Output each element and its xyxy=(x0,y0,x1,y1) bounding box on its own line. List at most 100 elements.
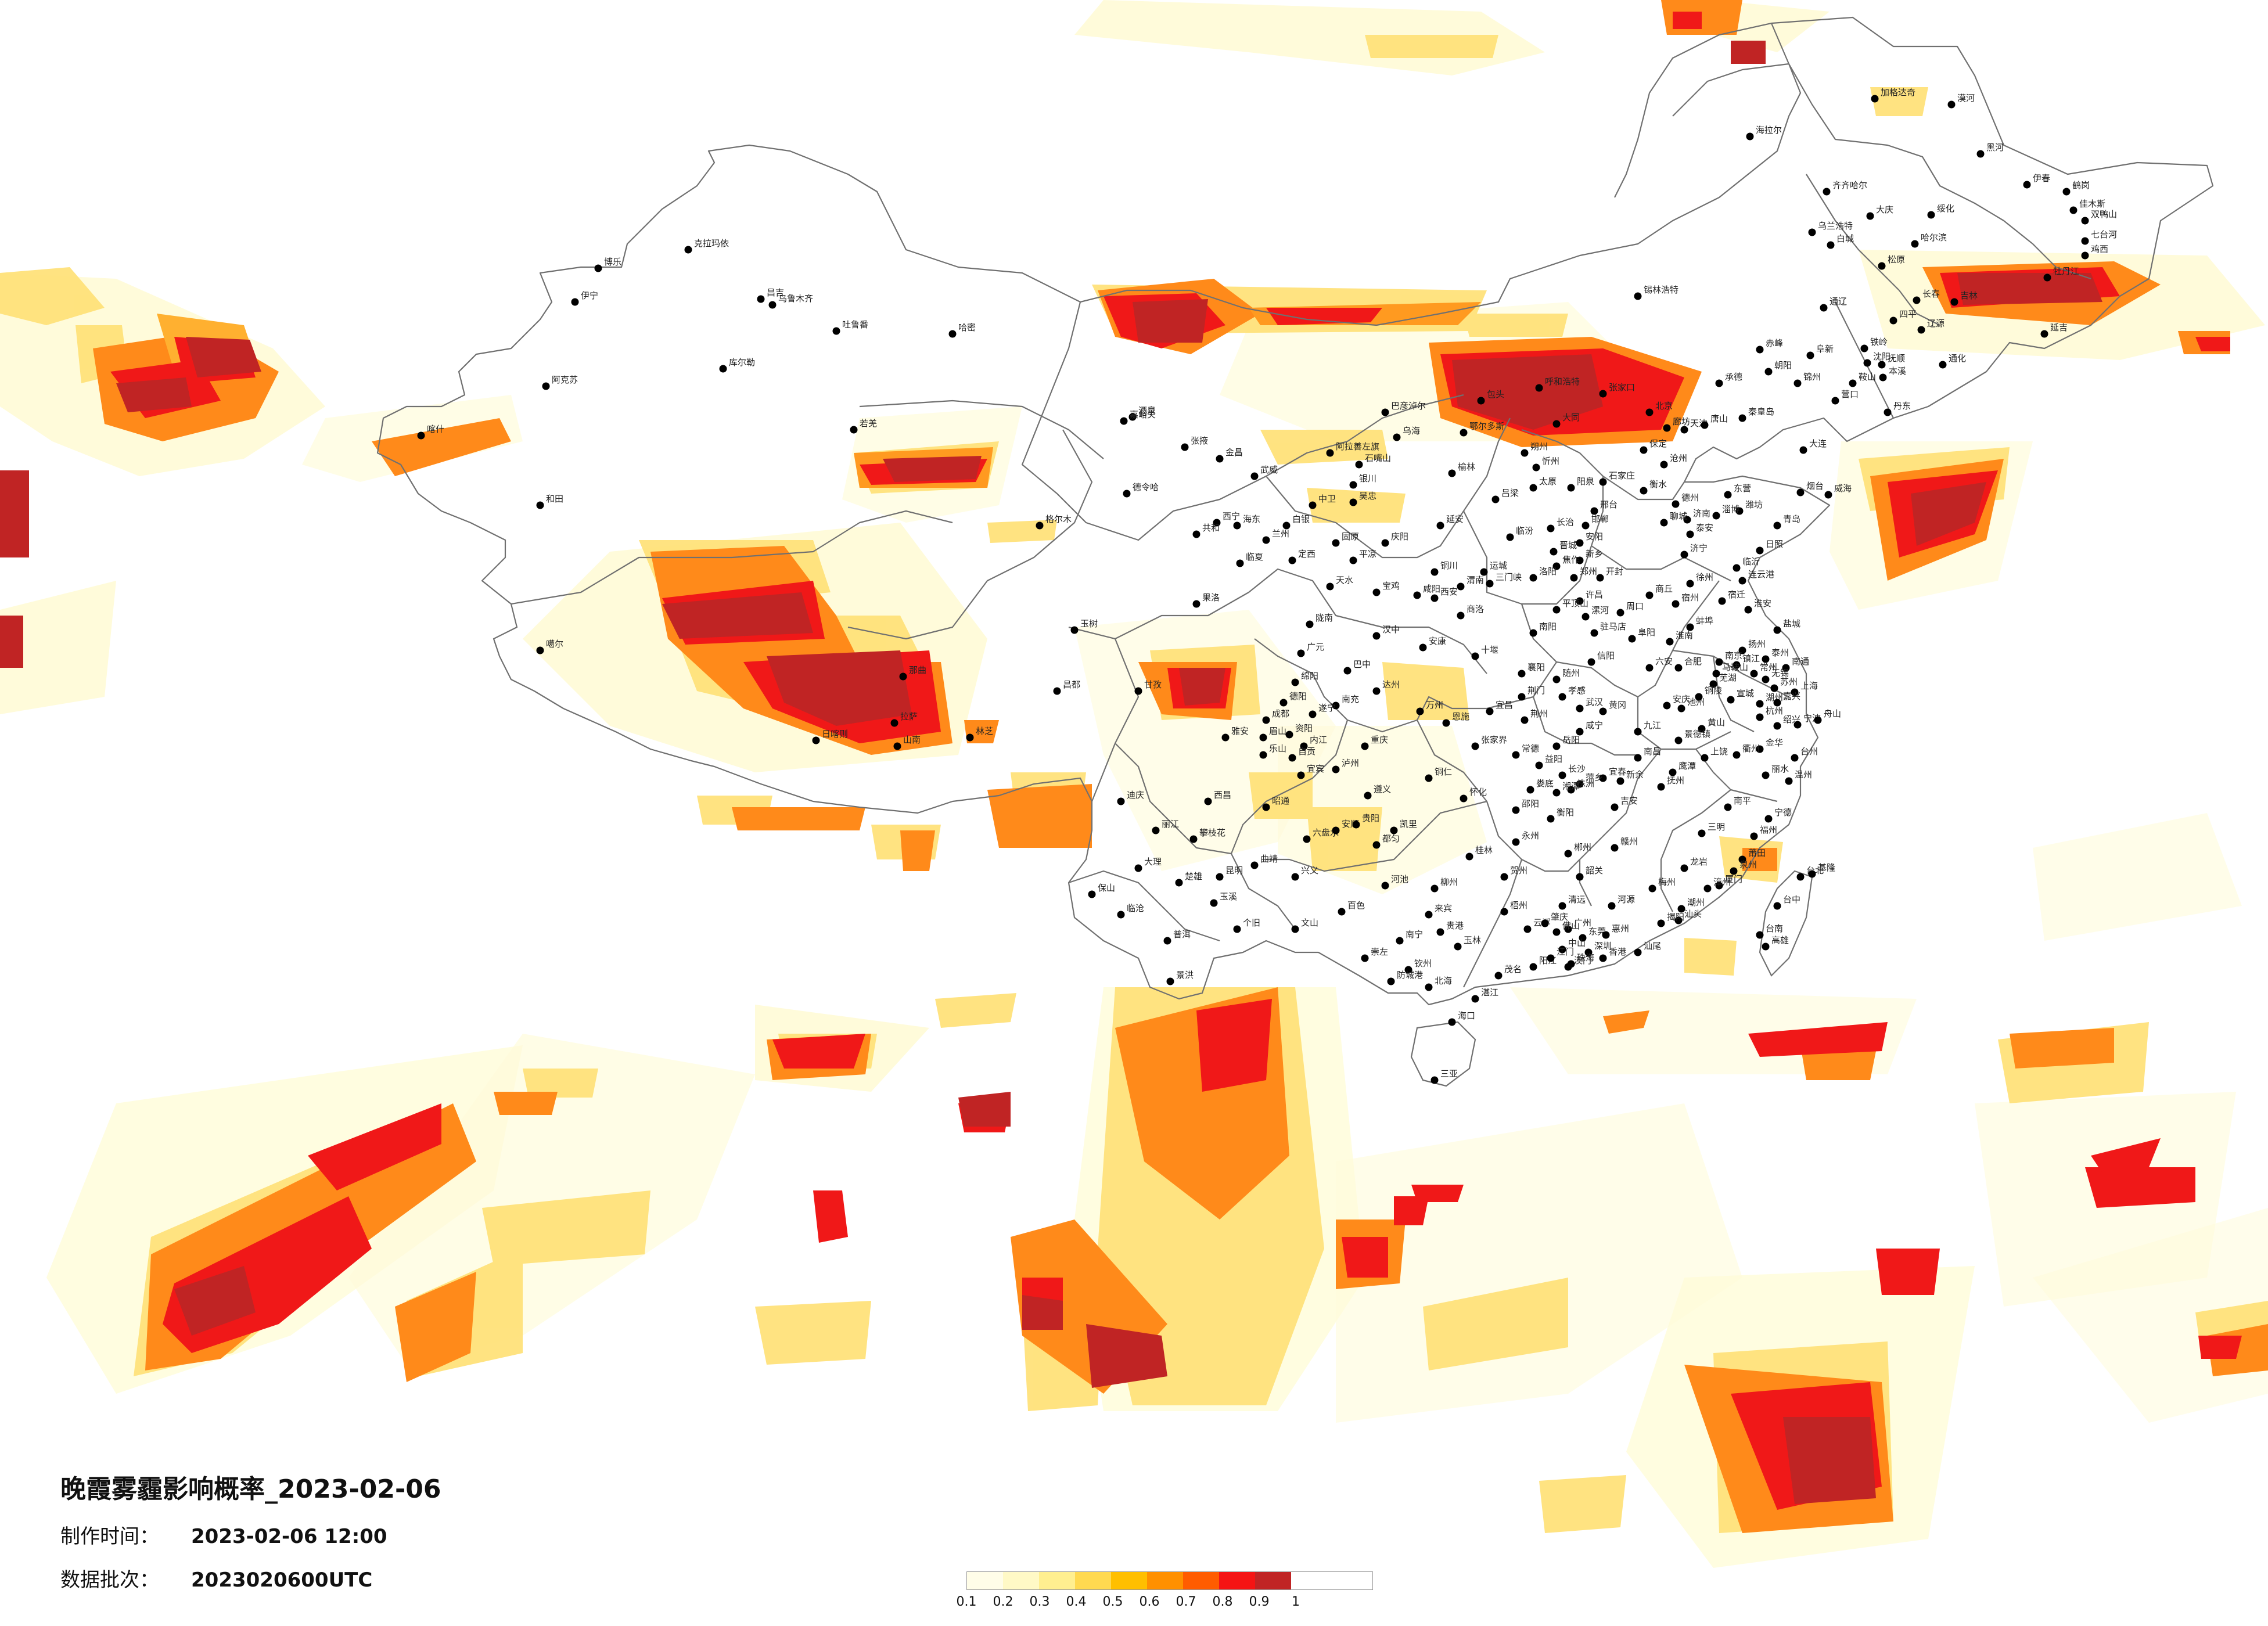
city-dot xyxy=(1587,658,1595,666)
city-dot xyxy=(1773,722,1781,730)
city-label: 大庆 xyxy=(1876,204,1893,215)
city-dot xyxy=(594,264,602,272)
city-label: 自贡 xyxy=(1298,746,1315,757)
city-marker: 临沂 xyxy=(1733,556,1760,572)
color-legend: 0.1 0.2 0.3 0.4 0.5 0.6 0.7 0.8 0.9 1 xyxy=(957,1571,1373,1612)
city-dot xyxy=(1213,519,1221,527)
city-label: 白银 xyxy=(1292,514,1310,524)
city-label: 牡丹江 xyxy=(2053,266,2079,276)
city-marker: 内江 xyxy=(1300,735,1327,750)
city-dot xyxy=(1764,815,1773,823)
city-label: 萍乡 xyxy=(1586,772,1603,783)
city-dot xyxy=(1796,873,1805,881)
city-label: 博乐 xyxy=(604,257,621,267)
city-dot xyxy=(768,301,777,309)
city-dot xyxy=(1288,556,1296,564)
city-dot xyxy=(1878,262,1886,270)
city-dot xyxy=(1599,478,1607,486)
city-marker: 淮南 xyxy=(1666,630,1693,646)
city-dot xyxy=(1712,670,1720,678)
city-dot xyxy=(1889,316,1897,325)
city-label: 宜春 xyxy=(1609,767,1626,777)
city-label: 大连 xyxy=(1809,438,1827,449)
city-label: 吕梁 xyxy=(1501,488,1519,498)
city-dot xyxy=(1599,390,1607,398)
city-dot xyxy=(1680,426,1688,434)
city-marker: 沈阳 xyxy=(1863,351,1890,367)
city-dot xyxy=(1436,928,1444,936)
city-label: 赤峰 xyxy=(1766,338,1783,348)
city-dot xyxy=(1680,864,1688,872)
city-marker: 兴义 xyxy=(1291,865,1318,881)
city-marker: 宜春 xyxy=(1599,767,1626,782)
city-label: 长沙 xyxy=(1568,764,1586,774)
city-dot xyxy=(1128,413,1137,421)
city-label: 巴彦淖尔 xyxy=(1391,401,1426,411)
city-label: 张家口 xyxy=(1609,382,1635,393)
city-marker: 徐州 xyxy=(1686,572,1713,588)
city-marker: 白城 xyxy=(1827,233,1854,249)
city-label: 西安 xyxy=(1440,587,1458,597)
city-dot xyxy=(1262,803,1270,811)
legend-tick-label: 0.1 xyxy=(956,1595,977,1609)
city-marker: 澳门 xyxy=(1564,955,1591,971)
city-marker: 安康 xyxy=(1419,636,1446,652)
city-label: 衢州 xyxy=(1742,743,1760,754)
city-marker: 舟山 xyxy=(1814,708,1841,724)
city-dot xyxy=(1640,487,1648,495)
city-marker: 赤峰 xyxy=(1756,338,1783,354)
city-marker: 兰州 xyxy=(1262,528,1289,544)
city-label: 宁德 xyxy=(1774,807,1792,818)
city-label: 无锡 xyxy=(1771,668,1789,678)
city-label: 惠州 xyxy=(1612,923,1629,934)
city-dot xyxy=(1448,469,1456,477)
city-dot xyxy=(1390,826,1398,834)
legend-tick-label: 0.8 xyxy=(1212,1595,1233,1609)
city-dot xyxy=(1535,761,1543,769)
city-dot xyxy=(1036,521,1044,530)
city-dot xyxy=(1425,983,1433,991)
city-dot xyxy=(1733,751,1741,759)
city-label: 河源 xyxy=(1618,894,1635,905)
city-marker: 黑河 xyxy=(1976,142,2004,158)
city-dot xyxy=(1300,742,1308,750)
city-dot xyxy=(1645,591,1654,599)
city-dot xyxy=(1279,699,1288,707)
city-marker: 福州 xyxy=(1750,825,1777,840)
city-dot xyxy=(1582,613,1590,621)
city-dot xyxy=(1332,539,1340,547)
city-marker: 孝感 xyxy=(1558,685,1586,701)
city-marker: 金华 xyxy=(1756,738,1783,753)
city-label: 乌鲁木齐 xyxy=(778,293,813,304)
city-marker: 抚州 xyxy=(1657,775,1684,791)
city-label: 贵港 xyxy=(1446,920,1464,931)
city-dot xyxy=(1291,678,1299,686)
city-marker: 济宁 xyxy=(1680,543,1708,559)
city-dot xyxy=(1608,902,1616,910)
city-marker: 宝鸡 xyxy=(1372,581,1400,596)
city-label: 汕头 xyxy=(1684,909,1702,919)
city-marker: 安庆 xyxy=(1663,694,1690,710)
city-marker: 昆明 xyxy=(1216,865,1243,881)
city-marker: 那曲 xyxy=(899,665,926,681)
city-dot xyxy=(1262,716,1270,724)
city-marker: 崇左 xyxy=(1361,947,1388,962)
city-dot xyxy=(1552,606,1561,614)
city-marker: 广元 xyxy=(1297,642,1324,657)
city-dot xyxy=(1282,521,1291,530)
city-label: 崇左 xyxy=(1371,947,1388,957)
city-dot xyxy=(1477,397,1485,405)
taiwan-island xyxy=(1759,870,1813,977)
city-label: 高雄 xyxy=(1771,935,1789,945)
city-dot xyxy=(2069,206,2077,214)
city-marker: 普洱 xyxy=(1163,929,1191,945)
city-label: 株洲 xyxy=(1577,778,1594,789)
city-dot xyxy=(1117,797,1125,805)
city-dot xyxy=(1712,512,1720,520)
city-label: 德阳 xyxy=(1289,691,1307,702)
city-marker: 河源 xyxy=(1608,894,1635,910)
city-dot xyxy=(1827,241,1835,249)
city-marker: 漳州 xyxy=(1703,877,1731,893)
city-label: 兰州 xyxy=(1272,528,1289,539)
legend-tick-label: 0.3 xyxy=(1029,1595,1050,1609)
